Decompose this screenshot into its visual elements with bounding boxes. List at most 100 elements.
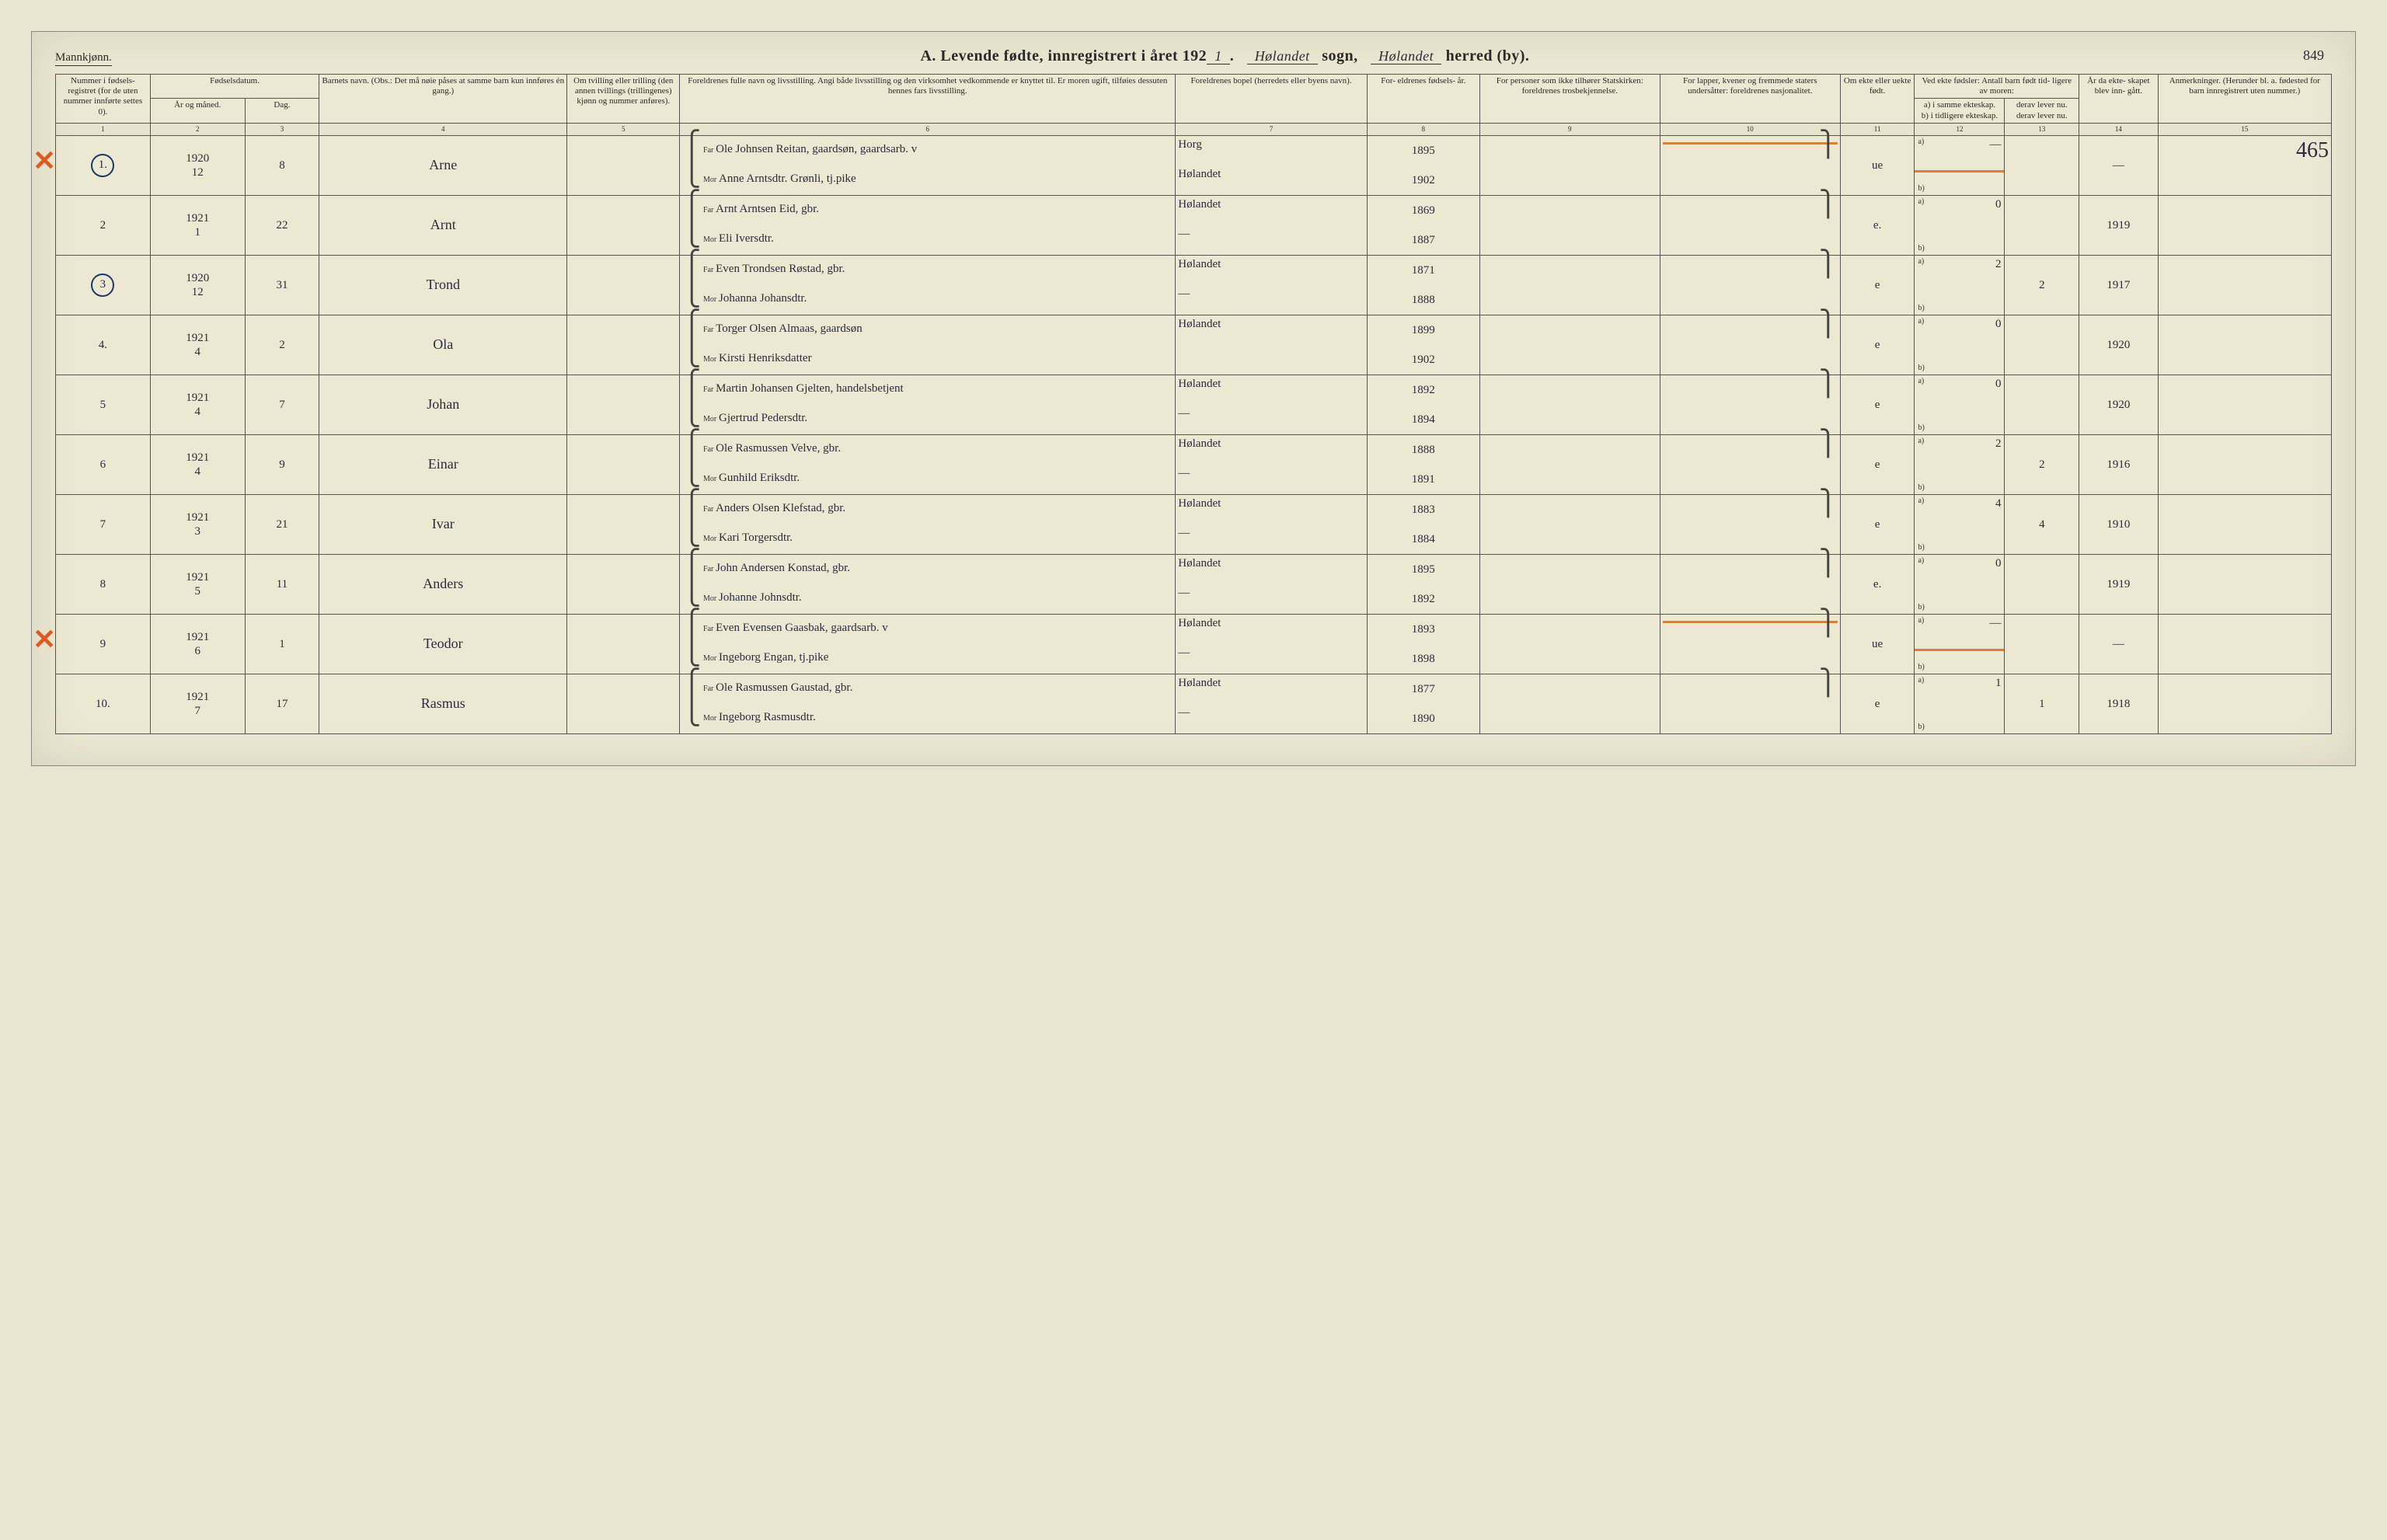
entry-number-value: 8 — [100, 578, 106, 591]
surviving-cell — [2005, 554, 2079, 614]
nationality-cell: ⎫ — [1660, 674, 1840, 733]
legitimacy-cell: ue — [1840, 135, 1915, 195]
surviving-cell — [2005, 135, 2079, 195]
birthyear-mother: 1892 — [1367, 584, 1479, 615]
entry-number: 2 — [56, 195, 151, 255]
child-name: Ola — [319, 315, 567, 375]
birth-day: 21 — [245, 494, 319, 554]
column-number: 9 — [1479, 123, 1660, 135]
legitimacy-cell: ue — [1840, 614, 1915, 674]
residence-mother: Hølandet — [1176, 165, 1368, 196]
residence-father: Horg — [1176, 135, 1368, 165]
surviving-cell: 2 — [2005, 434, 2079, 494]
title: A. Levende fødte, innregistrert i året 1… — [118, 47, 2332, 65]
column-number: 7 — [1176, 123, 1368, 135]
prior-children-cell: a)0b) — [1915, 375, 2005, 434]
twin-cell — [567, 554, 680, 614]
twin-cell — [567, 255, 680, 315]
remarks-cell — [2158, 554, 2331, 614]
legitimacy-cell: e — [1840, 494, 1915, 554]
table-head: Nummer i fødsels- registret (for de uten… — [56, 75, 2332, 136]
entry-number-value: 1. — [91, 154, 114, 177]
birth-year-month: 19214 — [150, 434, 245, 494]
residence-mother: — — [1176, 225, 1368, 256]
column-number: 6 — [680, 123, 1176, 135]
marriage-year-cell: 1920 — [2079, 375, 2159, 434]
remarks-cell — [2158, 674, 2331, 733]
birthyear-mother: 1888 — [1367, 285, 1479, 315]
birth-year-month: 19216 — [150, 614, 245, 674]
remarks-cell — [2158, 375, 2331, 434]
marriage-year-cell: 1920 — [2079, 315, 2159, 375]
religion-cell — [1479, 554, 1660, 614]
surviving-cell: 4 — [2005, 494, 2079, 554]
father-cell: ⎧ Far Arnt Arntsen Eid, gbr. — [680, 195, 1176, 225]
residence-father: Hølandet — [1176, 554, 1368, 584]
sogn-label: sogn, — [1322, 47, 1357, 64]
birthyear-father: 1871 — [1367, 255, 1479, 285]
nationality-cell: ⎫ — [1660, 554, 1840, 614]
birthyear-mother: 1902 — [1367, 345, 1479, 375]
residence-mother: — — [1176, 704, 1368, 734]
mother-cell: ⎩ Mor Anne Arntsdtr. Grønli, tj.pike — [680, 165, 1176, 196]
marriage-year-cell: 1916 — [2079, 434, 2159, 494]
birth-day: 17 — [245, 674, 319, 733]
col-6-header: Foreldrenes fulle navn og livsstilling. … — [680, 75, 1176, 124]
birthyear-father: 1895 — [1367, 135, 1479, 165]
residence-mother: — — [1176, 465, 1368, 495]
father-cell: ⎧ Far Martin Johansen Gjelten, handelsbe… — [680, 375, 1176, 405]
mother-cell: ⎩ Mor Johanne Johnsdtr. — [680, 584, 1176, 615]
register-table: Nummer i fødsels- registret (for de uten… — [55, 74, 2332, 734]
col-13-header: derav lever nu.derav lever nu. — [2005, 99, 2079, 123]
remarks-cell — [2158, 195, 2331, 255]
entry-number: 10. — [56, 674, 151, 733]
mother-cell: ⎩ Mor Ingeborg Rasmusdtr. — [680, 704, 1176, 734]
entry-number: 5 — [56, 375, 151, 434]
birthyear-mother: 1884 — [1367, 524, 1479, 555]
prior-children-cell: a)2b) — [1915, 255, 2005, 315]
entry-number: 7 — [56, 494, 151, 554]
residence-mother: — — [1176, 584, 1368, 615]
entry-number-value: 2 — [100, 219, 106, 232]
religion-cell — [1479, 614, 1660, 674]
father-cell: ⎧ Far Ole Rasmussen Gaustad, gbr. — [680, 674, 1176, 704]
orange-strike — [1663, 621, 1838, 623]
father-cell: ⎧ Far Anders Olsen Klefstad, gbr. — [680, 494, 1176, 524]
birthyear-father: 1869 — [1367, 195, 1479, 225]
red-x-mark: ✕ — [33, 144, 56, 177]
residence-father: Hølandet — [1176, 315, 1368, 345]
twin-cell — [567, 135, 680, 195]
red-x-mark: ✕ — [33, 622, 56, 656]
religion-cell — [1479, 494, 1660, 554]
residence-mother: — — [1176, 405, 1368, 435]
column-number: 10 — [1660, 123, 1840, 135]
column-number: 5 — [567, 123, 680, 135]
birthyear-mother: 1887 — [1367, 225, 1479, 256]
column-number: 13 — [2005, 123, 2079, 135]
child-name: Arne — [319, 135, 567, 195]
table-row: 319201231Trond⎧ Far Even Trondsen Røstad… — [56, 255, 2332, 285]
orange-strike — [1663, 142, 1838, 145]
religion-cell — [1479, 375, 1660, 434]
religion-cell — [1479, 434, 1660, 494]
father-cell: ⎧ Far Even Trondsen Røstad, gbr. — [680, 255, 1176, 285]
title-prefix: A. Levende fødte, innregistrert i året 1… — [920, 47, 1207, 64]
birth-year-month: 19214 — [150, 315, 245, 375]
child-name: Rasmus — [319, 674, 567, 733]
column-number: 2 — [150, 123, 245, 135]
prior-children-cell: a)4b) — [1915, 494, 2005, 554]
remarks-cell — [2158, 255, 2331, 315]
title-year: 1 — [1207, 48, 1230, 64]
marriage-year-cell: 1918 — [2079, 674, 2159, 733]
birth-day: 22 — [245, 195, 319, 255]
nationality-cell: ⎫ — [1660, 375, 1840, 434]
page-number: 849 — [2303, 47, 2324, 64]
birthyear-mother: 1890 — [1367, 704, 1479, 734]
remarks-cell — [2158, 434, 2331, 494]
mother-cell: ⎩ Mor Kirsti Henriksdatter — [680, 345, 1176, 375]
entry-number: 3 — [56, 255, 151, 315]
table-row: 6192149Einar⎧ Far Ole Rasmussen Velve, g… — [56, 434, 2332, 465]
entry-number: 4. — [56, 315, 151, 375]
col-4-header: Barnets navn. (Obs.: Det må nøie påses a… — [319, 75, 567, 124]
col-7-header: Foreldrenes bopel (herredets eller byens… — [1176, 75, 1368, 124]
